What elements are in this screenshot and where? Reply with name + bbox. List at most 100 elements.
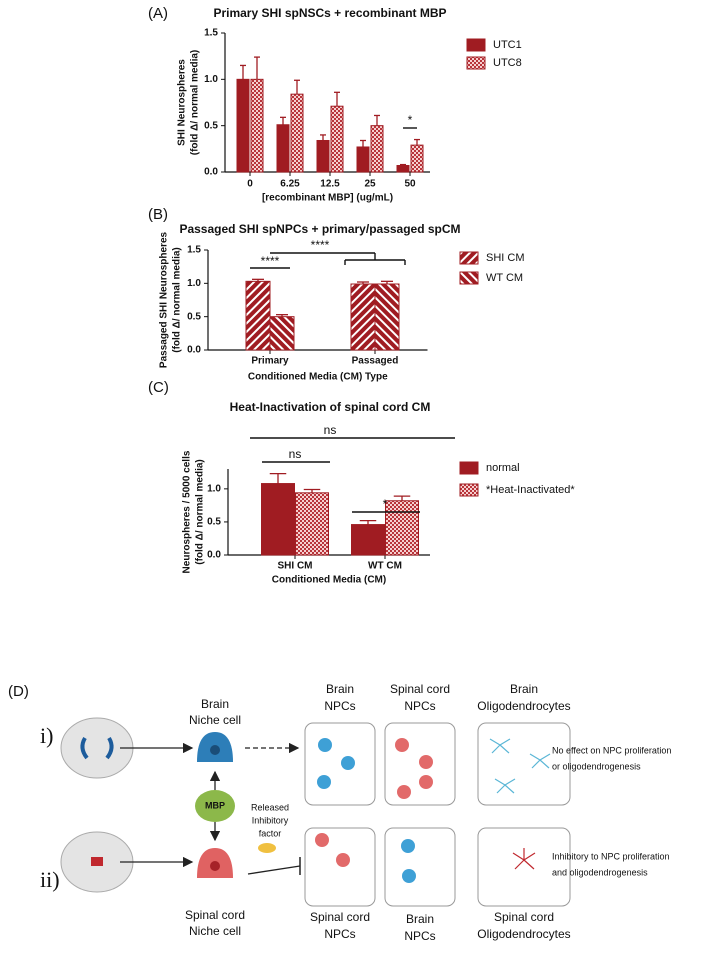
box <box>477 722 571 806</box>
annotation: ns <box>324 423 337 437</box>
box-title: Spinal cord <box>310 910 370 924</box>
annotation: **** <box>261 254 280 268</box>
box <box>477 827 571 907</box>
legend-swatch <box>459 251 479 265</box>
box-title: Spinal cord <box>494 910 554 924</box>
bar <box>374 283 400 351</box>
row-label: ii) <box>40 867 60 892</box>
niche-label: Spinal cord <box>185 908 245 922</box>
annotation: **** <box>311 238 330 252</box>
y-tick-label: 1.0 <box>204 74 218 85</box>
note: and oligodendrogenesis <box>552 867 648 877</box>
legend-swatch <box>466 56 486 70</box>
mbp-label: MBP <box>205 800 225 810</box>
nucleus <box>210 745 220 755</box>
panel-label: (C) <box>148 379 169 396</box>
niche-label: Niche cell <box>189 713 241 727</box>
bar <box>269 316 295 351</box>
legend-label: *Heat-Inactivated* <box>486 484 575 496</box>
y-axis-label: (fold Δ/ normal media) <box>190 50 201 156</box>
legend-label: normal <box>486 462 520 474</box>
ventricles <box>80 736 114 760</box>
x-tick-label: Passaged <box>352 356 399 367</box>
x-axis-label: Conditioned Media (CM) Type <box>248 372 388 383</box>
mbp <box>195 790 235 822</box>
legend-label: UTC1 <box>493 39 522 51</box>
y-axis-label: (fold Δ/ normal media) <box>195 459 206 565</box>
box-title: NPCs <box>324 699 355 713</box>
annotation: ns <box>289 447 302 461</box>
y-tick-label: 0.0 <box>207 550 221 561</box>
box <box>304 722 376 806</box>
factor-label: factor <box>259 828 282 838</box>
note: or oligodendrogenesis <box>552 761 641 771</box>
box-title: Brain <box>326 682 354 696</box>
legend-swatch <box>459 461 479 475</box>
x-tick-label: SHI CM <box>278 561 313 572</box>
x-tick-label: WT CM <box>368 561 402 572</box>
box-title: NPCs <box>324 927 355 941</box>
box-title: Oligodendrocytes <box>477 927 570 941</box>
charts: (A) Primary SHI spNSCs + recombinant MBP [… <box>148 5 575 586</box>
annotation: * <box>408 113 413 127</box>
chart-title: Heat-Inactivation of spinal cord CM <box>230 400 431 414</box>
brain-oligodendrocytes <box>489 738 551 794</box>
bar <box>385 500 419 556</box>
bar <box>261 483 295 556</box>
bar <box>236 78 250 173</box>
legend-swatch <box>459 271 479 285</box>
x-tick-label: 0 <box>247 179 253 190</box>
niche-label: Niche cell <box>189 924 241 938</box>
x-tick-label: Primary <box>251 356 289 367</box>
y-axis-label: (fold Δ/ normal media) <box>172 247 183 353</box>
legend-swatch <box>466 38 486 52</box>
x-tick-label: 12.5 <box>320 179 340 190</box>
y-tick-label: 0.0 <box>187 345 201 356</box>
spinal-oligodendrocytes <box>512 848 536 870</box>
box-title: Brain <box>406 912 434 926</box>
y-tick-label: 0.5 <box>204 120 218 131</box>
chart-title: Passaged SHI spNPCs + primary/passaged s… <box>179 222 460 236</box>
bar <box>290 93 304 173</box>
spinal-region <box>91 857 103 866</box>
chart-title: Primary SHI spNSCs + recombinant MBP <box>213 6 446 20</box>
box-title: NPCs <box>404 699 435 713</box>
brain-npcs <box>401 839 416 883</box>
niche-label: Brain <box>201 697 229 711</box>
panel-label: (D) <box>8 683 29 700</box>
brain-npcs <box>317 738 355 789</box>
bar <box>370 125 384 173</box>
y-axis-label: Neurospheres / 5000 cells <box>182 450 193 573</box>
y-tick-label: 0.5 <box>207 517 221 528</box>
panel-label: (A) <box>148 5 168 22</box>
box <box>384 827 456 907</box>
legend-label: UTC8 <box>493 57 522 69</box>
inhibit-line <box>247 865 301 875</box>
nucleus <box>210 861 220 871</box>
bar <box>350 283 376 351</box>
note: No effect on NPC proliferation <box>552 745 671 755</box>
spinal-npcs <box>315 833 350 867</box>
factor <box>258 843 276 853</box>
x-tick-label: 6.25 <box>280 179 300 190</box>
y-axis-label: Passaged SHI Neurospheres <box>159 231 170 368</box>
box-title: Oligodendrocytes <box>477 699 570 713</box>
y-tick-label: 1.5 <box>187 245 201 256</box>
bar <box>396 165 410 173</box>
legend-label: WT CM <box>486 272 523 284</box>
panel-label: (B) <box>148 206 168 223</box>
bar <box>330 105 344 173</box>
bar <box>316 139 330 173</box>
factor-label: Inhibitory <box>252 815 289 825</box>
bar <box>410 144 424 173</box>
x-axis-label: [recombinant MBP] (ug/mL) <box>262 193 393 204</box>
factor-label: Released <box>251 802 289 812</box>
box-title: Spinal cord <box>390 682 450 696</box>
x-tick-label: 25 <box>364 179 376 190</box>
diagram: (D) i) Brain Niche cell Brain NPCs Spina… <box>8 682 671 943</box>
bar <box>245 280 271 351</box>
y-tick-label: 0.0 <box>204 167 218 178</box>
bar <box>356 146 370 173</box>
bar <box>295 492 329 556</box>
